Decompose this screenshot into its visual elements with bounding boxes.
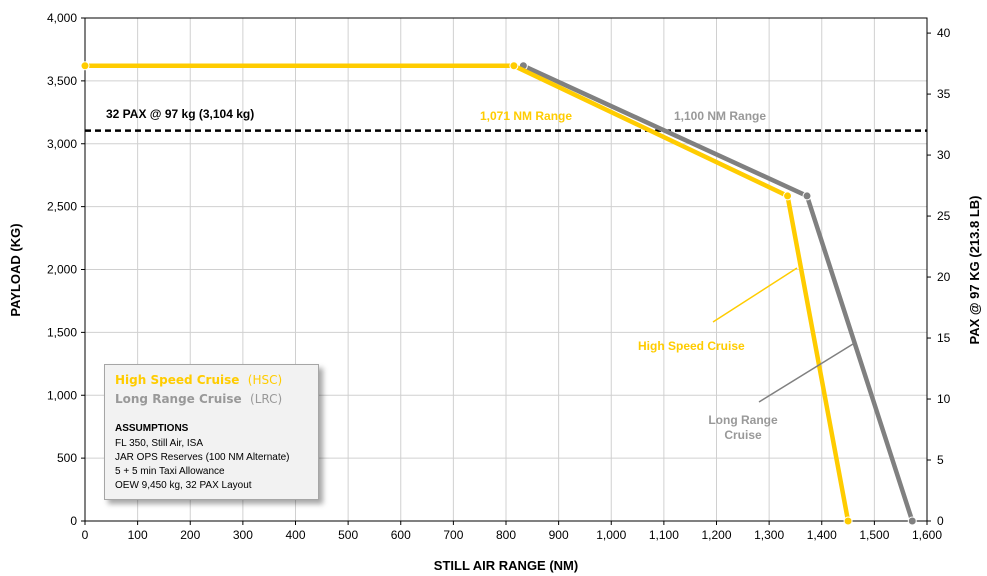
series-line-hsc	[85, 63, 851, 522]
x-tick-label: 1,200	[701, 528, 731, 542]
y-tick-label: 2,500	[47, 200, 77, 214]
assumption-line: JAR OPS Reserves (100 NM Alternate)	[115, 452, 290, 463]
x-tick-label: 300	[233, 528, 253, 542]
legend-lrc-label: Long Range Cruise	[115, 392, 242, 406]
y2-axis-title: PAX @ 97 KG (213.8 LB)	[967, 196, 982, 345]
x-tick-label: 1,400	[807, 528, 837, 542]
x-tick-label: 1,600	[912, 528, 942, 542]
data-point-hsc	[783, 191, 793, 201]
y2-tick-label: 25	[937, 209, 951, 223]
x-tick-label: 1,100	[649, 528, 679, 542]
y2-tick-label: 35	[937, 87, 951, 101]
y-tick-label: 1,000	[47, 388, 77, 402]
y2-tick-label: 10	[937, 392, 951, 406]
x-tick-label: 400	[285, 528, 305, 542]
x-tick-label: 200	[180, 528, 200, 542]
x-axis-title: STILL AIR RANGE (NM)	[434, 558, 578, 573]
x-tick-label: 600	[391, 528, 411, 542]
y-tick-label: 4,000	[47, 11, 77, 25]
assumption-line: 5 + 5 min Taxi Allowance	[115, 466, 225, 477]
y2-tick-label: 30	[937, 148, 951, 162]
x-tick-label: 800	[496, 528, 516, 542]
grid-lines	[85, 18, 927, 521]
y-tick-label: 3,500	[47, 74, 77, 88]
y2-tick-label: 40	[937, 26, 951, 40]
annotation-hsc-label: High Speed Cruise	[638, 339, 745, 353]
y2-tick-label: 20	[937, 270, 951, 284]
x-tick-label: 700	[443, 528, 463, 542]
y2-tick-label: 15	[937, 331, 951, 345]
legend-hsc-label: High Speed Cruise	[115, 373, 240, 387]
y-tick-label: 1,500	[47, 325, 77, 339]
assumptions-title: ASSUMPTIONS	[115, 423, 189, 434]
x-tick-label: 1,500	[859, 528, 889, 542]
pointer-line-hsc	[712, 267, 798, 323]
legend-item-lrc: Long Range Cruise (LRC)	[115, 392, 282, 406]
y-tick-label: 0	[70, 514, 77, 528]
x-tick-label: 0	[82, 528, 89, 542]
legend-lrc-abbr: (LRC)	[250, 392, 283, 406]
legend-item-hsc: High Speed Cruise (HSC)	[115, 373, 282, 387]
legend-hsc-abbr: (HSC)	[247, 373, 283, 387]
annotation-lrc-range: 1,100 NM Range	[674, 109, 766, 123]
data-point-hsc	[843, 516, 853, 526]
data-point-lrc	[907, 516, 917, 526]
reference-line-label: 32 PAX @ 97 kg (3,104 kg)	[106, 107, 254, 121]
y2-tick-label: 0	[937, 514, 944, 528]
annotation-lrc-label-line1: Long Range	[708, 413, 778, 427]
y-tick-label: 3,000	[47, 137, 77, 151]
y2-tick-label: 5	[937, 453, 944, 467]
annotation-pointers	[712, 267, 854, 403]
y-axis-title: PAYLOAD (KG)	[8, 223, 23, 316]
x-tick-label: 100	[128, 528, 148, 542]
y2-axis-ticks: 0 5 10 15 20 25 30 35 40	[927, 26, 951, 528]
x-tick-label: 500	[338, 528, 358, 542]
assumption-line: OEW 9,450 kg, 32 PAX Layout	[115, 480, 252, 491]
series-group	[80, 61, 917, 526]
series-line-lrc	[522, 63, 915, 522]
data-point-hsc	[80, 61, 90, 71]
legend: High Speed Cruise (HSC) Long Range Cruis…	[104, 364, 319, 500]
annotation-hsc-range: 1,071 NM Range	[480, 109, 572, 123]
x-axis-ticks: 0 100 200 300 400 500 600 700 800 900 1,000 1,100 1,…	[82, 521, 942, 542]
data-point-hsc	[509, 61, 519, 71]
x-tick-label: 1,000	[596, 528, 626, 542]
y-tick-label: 500	[57, 451, 77, 465]
annotation-lrc-label-line2: Cruise	[724, 428, 762, 442]
x-tick-label: 1,300	[754, 528, 784, 542]
data-point-lrc	[802, 191, 812, 201]
x-tick-label: 900	[549, 528, 569, 542]
assumption-line: FL 350, Still Air, ISA	[115, 438, 204, 449]
pointer-line-lrc	[758, 343, 854, 403]
y-tick-label: 2,000	[47, 263, 77, 277]
y-axis-ticks: 0 500 1,000 1,500 2,000 2,500 3,000 3,500 4,000	[47, 11, 85, 528]
